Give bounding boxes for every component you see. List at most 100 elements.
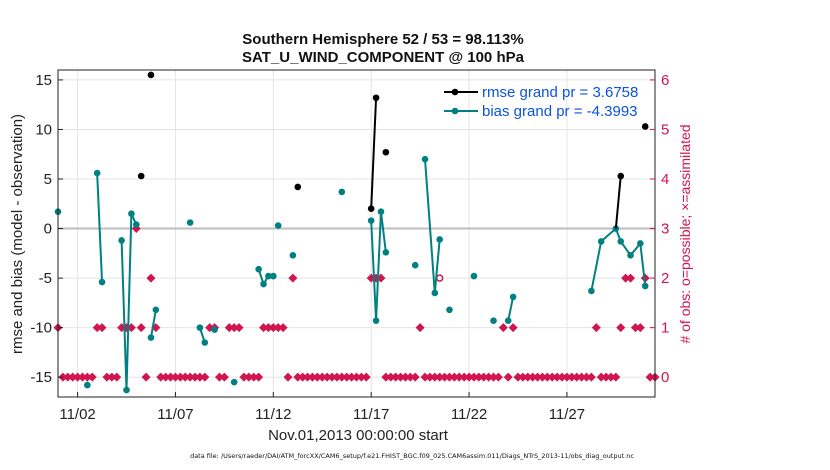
obs-assimilated-marker <box>332 372 342 382</box>
obs-assimilated-marker <box>63 372 73 382</box>
obs-assimilated-marker <box>493 372 503 382</box>
obs-assimilated-marker <box>518 372 528 382</box>
bias-point <box>201 339 209 346</box>
obs-assimilated-marker <box>630 323 640 333</box>
bias-point <box>255 265 262 273</box>
bias-series <box>54 155 649 394</box>
obs-assimilated-marker <box>444 372 454 382</box>
bias-point <box>431 289 439 297</box>
bias-point <box>436 236 443 243</box>
obs-assimilated-marker <box>156 372 166 382</box>
legend-swatch-marker <box>451 88 459 96</box>
chart-subtitle: SAT_U_WIND_COMPONENT @ 100 hPa <box>242 49 525 66</box>
bias-point <box>270 272 277 280</box>
obs-assimilated-marker <box>259 323 269 333</box>
obs-assimilated-marker <box>288 273 298 283</box>
y2-tick-labels: 0 1 2 3 4 5 6 <box>661 72 669 386</box>
obs-assimilated-marker <box>180 372 190 382</box>
obs-assimilated-marker <box>244 372 254 382</box>
bias-point <box>490 317 497 325</box>
obs-assimilated-marker <box>239 372 249 382</box>
obs-assimilated-marker <box>77 372 87 382</box>
bias-point <box>509 293 517 301</box>
obs-assimilated-marker <box>528 372 538 382</box>
obs-assimilated-marker <box>537 372 547 382</box>
obs-assimilated-marker <box>391 372 401 382</box>
bias-point <box>274 222 282 229</box>
obs-assimilated-marker <box>586 372 596 382</box>
obs-assimilated-marker <box>386 372 396 382</box>
bias-point <box>230 378 238 386</box>
obs-assimilated-marker <box>513 372 523 382</box>
bias-point <box>147 334 155 341</box>
rmse-point <box>137 172 145 180</box>
obs-assimilated-marker <box>626 273 636 283</box>
x-tick-label: 11/17 <box>353 406 389 423</box>
obs-assimilated-marker <box>454 372 464 382</box>
bias-point <box>289 252 297 259</box>
rmse-line-segment <box>370 97 378 209</box>
legend-label: rmse grand pr = 3.6758 <box>482 84 638 101</box>
obs-assimilated-marker <box>474 372 484 382</box>
obs-assimilated-marker <box>410 372 420 382</box>
obs-assimilated-marker <box>283 372 293 382</box>
bias-point <box>152 306 160 314</box>
obs-assimilated-marker <box>542 372 552 382</box>
obs-assimilated-marker <box>92 323 102 333</box>
bias-point <box>186 219 194 226</box>
x-tick-label: 11/22 <box>451 406 487 423</box>
obs-assimilated-marker <box>552 372 562 382</box>
obs-assimilated-marker <box>400 372 410 382</box>
obs-assimilated-marker <box>170 372 180 382</box>
obs-assimilated-marker <box>97 323 107 333</box>
bias-point <box>411 261 419 269</box>
obs-assimilated-marker <box>175 372 185 382</box>
bias-point <box>84 381 91 389</box>
y2-tick-label: 0 <box>661 369 669 386</box>
obs-assimilated-marker <box>596 372 606 382</box>
y-tick-label: 10 <box>35 121 52 138</box>
obs-assimilated-marker <box>425 372 435 382</box>
bias-point <box>382 249 390 256</box>
legend-swatch-marker <box>451 107 459 115</box>
obs-assimilated-marker <box>298 372 308 382</box>
bias-point <box>421 155 429 163</box>
legend-label: bias grand pr = -4.3993 <box>482 103 638 120</box>
obs-assimilated-marker <box>219 372 229 382</box>
bias-point <box>504 317 512 325</box>
obs-assimilated-marker <box>581 372 591 382</box>
obs-assimilated-marker <box>263 323 273 333</box>
y-tick-label: 0 <box>44 221 52 238</box>
obs-assimilated-marker <box>136 323 146 333</box>
obs-assimilated-marker <box>249 372 259 382</box>
obs-assimilated-marker <box>347 372 357 382</box>
obs-assimilated-marker <box>611 372 621 382</box>
y-tick-label: -15 <box>30 369 52 386</box>
bias-point <box>597 238 605 245</box>
obs-assimilated-marker <box>440 372 450 382</box>
obs-assimilated-marker <box>577 372 587 382</box>
bias-point <box>641 282 649 290</box>
rmse-point <box>367 205 375 213</box>
obs-assimilated-marker <box>356 372 366 382</box>
bias-point <box>265 272 272 280</box>
obs-assimilated-marker <box>82 372 92 382</box>
obs-assimilated-marker <box>254 372 264 382</box>
obs-assimilated-marker <box>317 372 327 382</box>
obs-assimilated-marker <box>567 372 577 382</box>
bias-point <box>377 208 385 215</box>
obs-assimilated-marker <box>337 372 347 382</box>
obs-assimilated-marker <box>195 372 205 382</box>
bias-point <box>211 326 218 333</box>
x-tick-label: 11/02 <box>59 406 95 423</box>
y-tick-labels: -15 -10 -5 0 5 10 15 <box>30 72 52 386</box>
obs-assimilated-marker <box>234 323 244 333</box>
bias-point <box>588 287 595 295</box>
bias-line-segment <box>507 296 515 321</box>
obs-assimilated-marker <box>352 372 361 382</box>
bias-point <box>98 278 106 286</box>
bias-point <box>637 240 644 247</box>
x-tick-label: 11/12 <box>255 406 291 423</box>
obs-assimilated-marker <box>464 372 474 382</box>
